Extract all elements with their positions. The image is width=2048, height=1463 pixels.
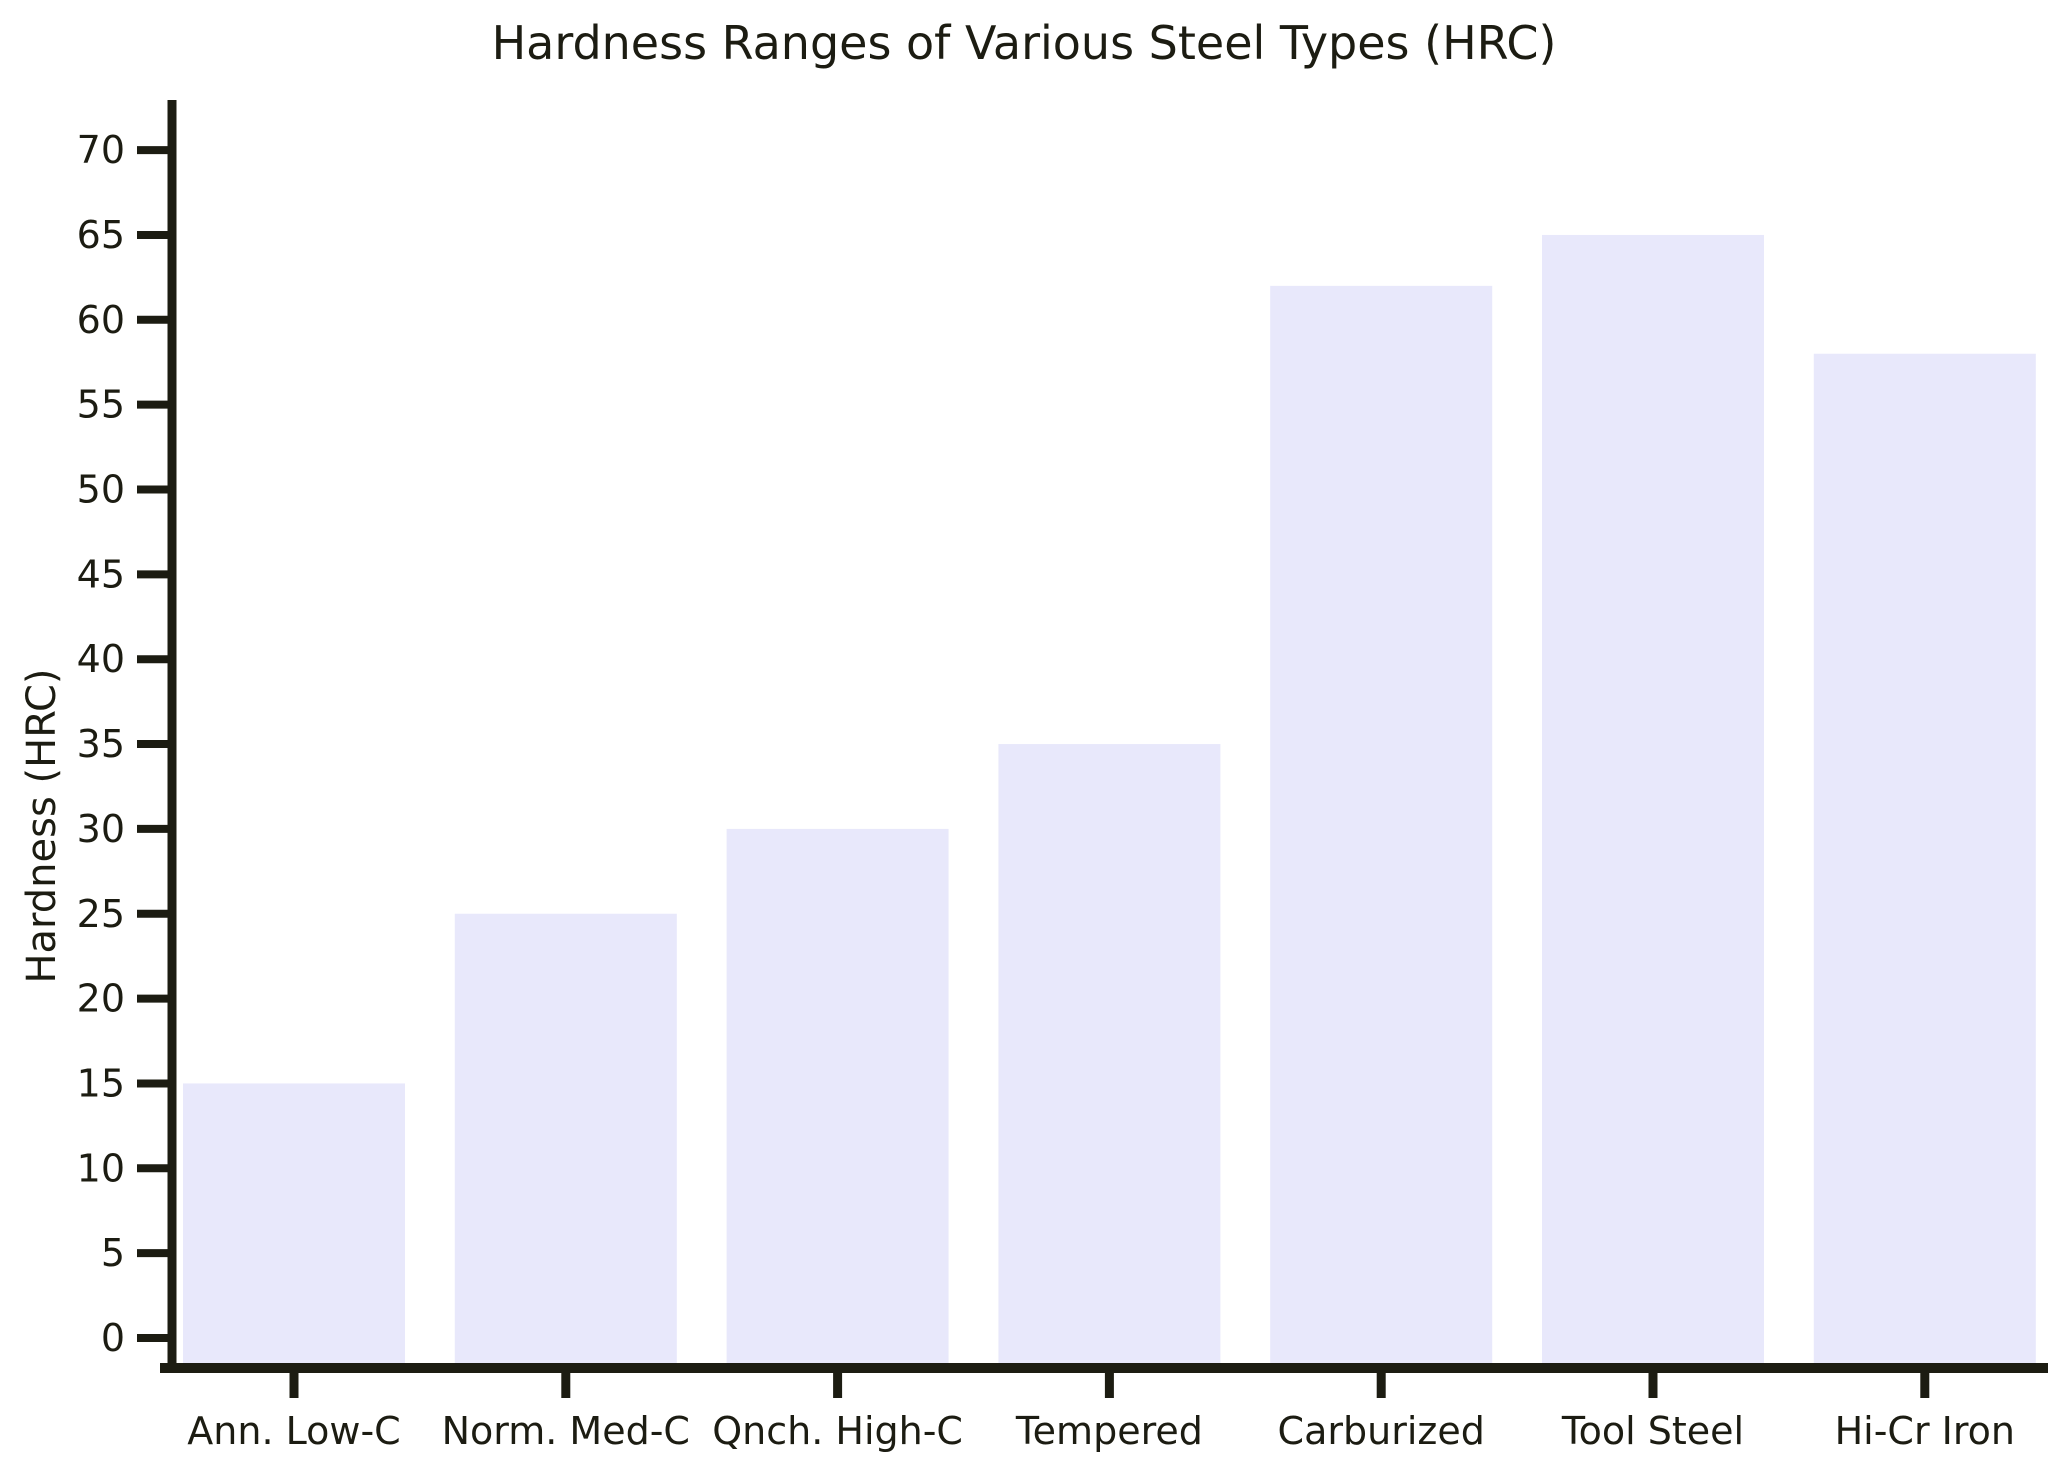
y-tick-label-55: 55 [77,383,125,427]
y-tick-label-45: 45 [77,552,125,596]
bar-tempered [998,744,1221,1363]
bar-tool-steel [1542,234,1764,1364]
y-tick-label-60: 60 [77,298,125,342]
bar-qnch-high-c [726,828,949,1363]
y-tick-label-20: 20 [77,977,125,1021]
y-tick-label-70: 70 [77,128,125,172]
bar-ann-low-c [183,1083,405,1363]
x-label-carburized: Carburized [1278,1409,1485,1453]
x-label-tool-steel: Tool Steel [1561,1409,1744,1453]
x-label-norm-med-c: Norm. Med-C [442,1409,690,1453]
y-tick-label-15: 15 [77,1061,125,1105]
y-tick-label-10: 10 [77,1146,125,1190]
bar-norm-med-c [454,913,677,1363]
bar-carburized [1270,285,1493,1363]
y-tick-label-50: 50 [77,468,125,512]
y-tick-label-25: 25 [77,892,125,936]
y-tick-label-40: 40 [77,637,125,681]
x-label-hi-cr-iron: Hi-Cr Iron [1835,1409,2015,1453]
x-label-tempered: Tempered [1015,1409,1203,1453]
x-label-qnch-high-c: Qnch. High-C [712,1409,963,1453]
x-label-ann-low-c: Ann. Low-C [187,1409,400,1453]
y-tick-label-5: 5 [101,1231,125,1275]
y-tick-label-35: 35 [77,722,125,766]
bar-hi-cr-iron [1813,353,2036,1363]
y-tick-label-30: 30 [77,807,125,851]
chart-title: Hardness Ranges of Various Steel Types (… [491,16,1557,70]
y-tick-label-65: 65 [77,213,125,257]
y-tick-label-0: 0 [101,1316,125,1360]
